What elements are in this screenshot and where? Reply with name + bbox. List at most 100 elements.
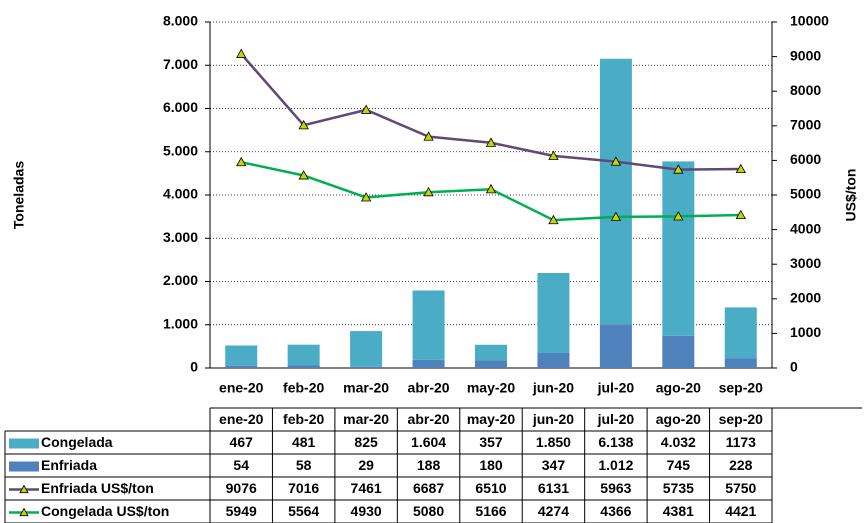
table-cell: 4381 — [663, 503, 694, 519]
table-header: ene-20 — [219, 411, 264, 427]
table-cell: 4930 — [351, 503, 382, 519]
bar — [537, 272, 570, 353]
x-tick-label: mar-20 — [343, 380, 389, 396]
table-cell: 745 — [667, 457, 691, 473]
table-cell: 5564 — [288, 503, 319, 519]
y2-tick-label: 3000 — [790, 255, 821, 271]
table-cell: 29 — [358, 457, 374, 473]
bar — [662, 335, 695, 368]
table-cell: 1.012 — [598, 457, 633, 473]
bar — [599, 58, 632, 325]
marker — [548, 214, 559, 225]
y-tick-label: 8.000 — [163, 13, 198, 29]
bar — [412, 359, 445, 368]
legend-label: Congelada US$/ton — [41, 503, 169, 519]
table-cell: 180 — [479, 457, 503, 473]
bar — [475, 344, 507, 361]
table-cell: 5963 — [600, 480, 631, 496]
marker — [423, 131, 434, 141]
bar — [225, 345, 258, 366]
y-axis-title: Toneladas — [11, 161, 27, 229]
marker — [735, 209, 746, 220]
bar — [225, 365, 258, 368]
y-tick-label: 4.000 — [163, 186, 198, 202]
table-cell: 467 — [230, 434, 254, 450]
y2-tick-label: 8000 — [790, 82, 821, 98]
y-tick-label: 0 — [190, 359, 198, 375]
bar — [287, 344, 320, 366]
table-cell: 4.032 — [661, 434, 696, 450]
marker — [360, 192, 372, 202]
x-tick-label: feb-20 — [283, 380, 324, 396]
y2-axis-title: US$/ton — [843, 169, 859, 222]
table-cell: 6.138 — [598, 434, 633, 450]
y2-tick-label: 1000 — [790, 324, 821, 340]
y2-tick-label: 0 — [790, 359, 798, 375]
x-tick-label: jun-20 — [532, 380, 574, 396]
table-cell: 4366 — [600, 503, 631, 519]
y2-tick-label: 2000 — [790, 290, 821, 306]
bar — [724, 307, 757, 359]
table-cell: 5735 — [663, 480, 694, 496]
legend-label: Enfriada — [41, 457, 97, 473]
marker — [236, 156, 247, 167]
y-tick-label: 5.000 — [163, 142, 198, 158]
bar — [412, 290, 445, 360]
table-header: ago-20 — [656, 411, 701, 427]
table-cell: 825 — [354, 434, 378, 450]
x-tick-label: ago-20 — [656, 380, 701, 396]
bar — [599, 324, 632, 368]
bar — [475, 360, 507, 368]
table-cell: 5949 — [226, 503, 257, 519]
table-cell: 7016 — [288, 480, 319, 496]
marker — [298, 119, 309, 130]
legend-label: Enfriada US$/ton — [41, 480, 154, 496]
marker — [673, 164, 684, 174]
table-cell: 228 — [729, 457, 753, 473]
table-cell: 54 — [233, 457, 249, 473]
y-tick-label: 3.000 — [163, 229, 198, 245]
y2-tick-label: 7000 — [790, 117, 821, 133]
table-header: jul-20 — [597, 411, 635, 427]
legend-label: Congelada — [41, 434, 113, 450]
y-tick-label: 7.000 — [163, 56, 198, 72]
marker — [485, 137, 497, 147]
marker — [610, 211, 622, 221]
table-header: sep-20 — [719, 411, 764, 427]
table-cell: 357 — [479, 434, 503, 450]
y2-tick-label: 9000 — [790, 47, 821, 63]
legend-swatch — [9, 461, 39, 472]
table-cell: 6510 — [475, 480, 506, 496]
table-header: may-20 — [467, 411, 515, 427]
bar — [537, 352, 570, 368]
table-cell: 188 — [417, 457, 441, 473]
table-cell: 5080 — [413, 503, 444, 519]
table-cell: 1.604 — [411, 434, 446, 450]
x-tick-label: may-20 — [467, 380, 515, 396]
line — [240, 53, 741, 171]
y-tick-label: 6.000 — [163, 99, 198, 115]
marker — [735, 163, 746, 174]
table-header: mar-20 — [343, 411, 389, 427]
table-header: feb-20 — [283, 411, 324, 427]
x-tick-label: sep-20 — [719, 380, 764, 396]
table-cell: 58 — [296, 457, 312, 473]
table-cell: 4421 — [725, 503, 756, 519]
table-header: abr-20 — [408, 411, 450, 427]
table-cell: 9076 — [226, 480, 257, 496]
bar — [350, 331, 383, 367]
x-tick-label: abr-20 — [408, 380, 450, 396]
legend-marker — [19, 507, 29, 517]
table-cell: 6687 — [413, 480, 444, 496]
bar — [287, 365, 320, 368]
table-cell: 7461 — [351, 480, 382, 496]
x-tick-label: jul-20 — [597, 380, 635, 396]
marker — [298, 170, 309, 180]
bar — [662, 161, 695, 336]
table-cell: 347 — [542, 457, 566, 473]
table-cell: 1.850 — [536, 434, 571, 450]
table-cell: 6131 — [538, 480, 569, 496]
y2-tick-label: 10000 — [790, 13, 829, 29]
marker — [485, 183, 497, 194]
